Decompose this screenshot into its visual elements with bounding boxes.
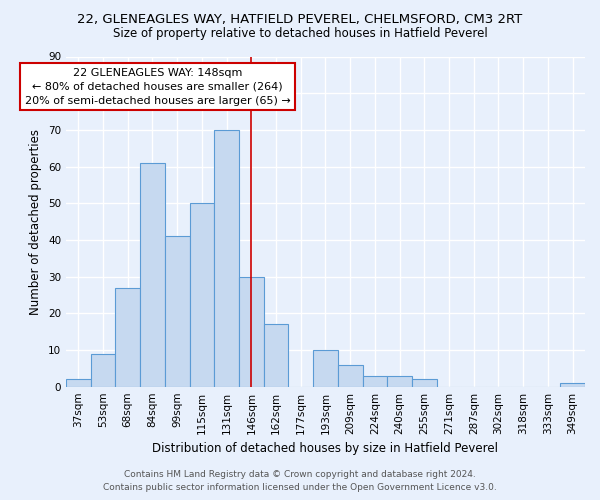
Bar xyxy=(387,376,412,386)
Bar xyxy=(560,383,585,386)
Bar xyxy=(214,130,239,386)
Y-axis label: Number of detached properties: Number of detached properties xyxy=(29,128,43,314)
Bar xyxy=(66,380,91,386)
X-axis label: Distribution of detached houses by size in Hatfield Peverel: Distribution of detached houses by size … xyxy=(152,442,499,455)
Bar xyxy=(338,364,362,386)
Bar xyxy=(115,288,140,386)
Bar xyxy=(239,276,263,386)
Bar xyxy=(140,163,165,386)
Text: Size of property relative to detached houses in Hatfield Peverel: Size of property relative to detached ho… xyxy=(113,28,487,40)
Text: 22, GLENEAGLES WAY, HATFIELD PEVEREL, CHELMSFORD, CM3 2RT: 22, GLENEAGLES WAY, HATFIELD PEVEREL, CH… xyxy=(77,12,523,26)
Bar xyxy=(412,380,437,386)
Bar xyxy=(313,350,338,387)
Bar xyxy=(362,376,387,386)
Bar xyxy=(165,236,190,386)
Text: 22 GLENEAGLES WAY: 148sqm
← 80% of detached houses are smaller (264)
20% of semi: 22 GLENEAGLES WAY: 148sqm ← 80% of detac… xyxy=(25,68,290,106)
Bar xyxy=(190,203,214,386)
Text: Contains HM Land Registry data © Crown copyright and database right 2024.
Contai: Contains HM Land Registry data © Crown c… xyxy=(103,470,497,492)
Bar xyxy=(263,324,289,386)
Bar xyxy=(91,354,115,386)
